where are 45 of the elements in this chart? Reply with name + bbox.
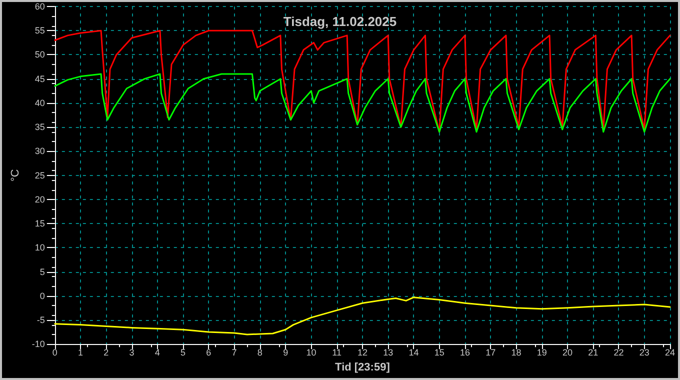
y-tick-label: 40 <box>34 98 45 108</box>
y-tick-label: -10 <box>32 339 45 350</box>
x-tick-label: 22 <box>614 348 624 358</box>
y-tick-label: 5 <box>40 266 45 277</box>
x-tick-label: 4 <box>154 348 160 358</box>
y-tick-label: 15 <box>34 218 45 229</box>
x-tick-label: 5 <box>180 348 186 358</box>
x-axis-title: Tid [23:59] <box>335 362 390 374</box>
x-tick-label: 9 <box>283 348 288 358</box>
x-tick-label: 11 <box>332 348 342 358</box>
y-tick-label: 45 <box>34 74 45 84</box>
x-tick-label: 20 <box>562 348 572 358</box>
x-tick-label: 19 <box>536 348 547 358</box>
x-tick-label: 7 <box>232 348 237 358</box>
y-tick-label: 20 <box>34 194 45 204</box>
y-axis-title: °C <box>10 169 22 182</box>
x-tick-label: 8 <box>257 348 262 358</box>
x-tick-label: 2 <box>104 348 109 358</box>
x-tick-label: 15 <box>434 348 444 358</box>
x-tick-label: 21 <box>588 348 598 358</box>
x-tick-label: 3 <box>129 348 134 358</box>
x-tick-label: 24 <box>664 348 675 358</box>
x-tick-label: 6 <box>206 348 212 358</box>
y-tick-label: 10 <box>34 242 45 253</box>
x-tick-label: 18 <box>511 348 522 358</box>
x-tick-label: 12 <box>357 348 368 358</box>
y-tick-label: 25 <box>34 170 45 180</box>
y-tick-label: 60 <box>34 2 45 12</box>
x-tick-label: 10 <box>306 348 316 358</box>
y-tick-label: 30 <box>34 146 45 156</box>
y-tick-label: 0 <box>40 290 45 301</box>
text: Tisdag, 11.02.2025 <box>283 14 397 29</box>
x-tick-label: 23 <box>639 348 650 358</box>
x-tick-label: 0 <box>52 348 58 358</box>
y-tick-label: -5 <box>36 314 45 325</box>
y-tick-label: 35 <box>34 122 45 132</box>
x-tick-label: 1 <box>78 348 84 358</box>
x-tick-label: 14 <box>408 348 419 358</box>
line-series <box>54 73 671 133</box>
x-tick-label: 16 <box>460 348 470 358</box>
line-series <box>54 296 671 336</box>
x-tick-label: 17 <box>486 348 496 358</box>
y-tick-label: 55 <box>34 26 45 36</box>
y-tick-label: 50 <box>34 50 45 60</box>
x-tick-label: 13 <box>383 348 394 358</box>
